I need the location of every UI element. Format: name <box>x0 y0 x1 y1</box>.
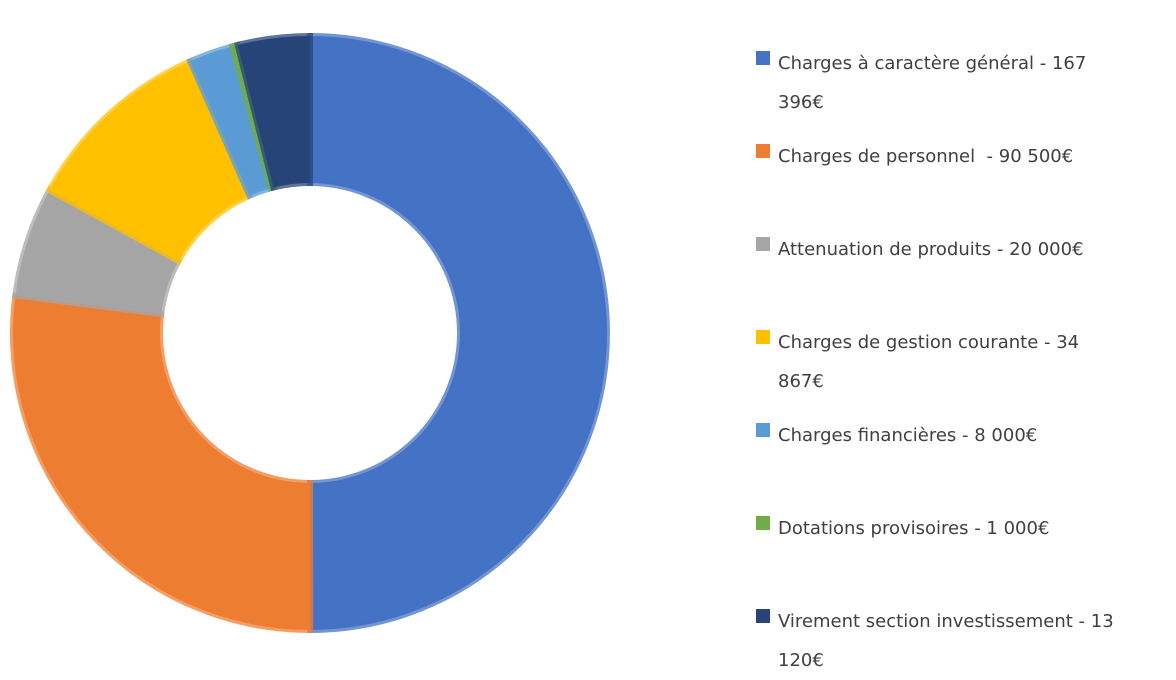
legend: Charges à caractère général - 167 396€ Ch… <box>756 44 1176 680</box>
legend-label: Charges de gestion courante - 34 867€ <box>778 332 1085 392</box>
legend-label: Charges financières - 8 000€ <box>778 425 1038 446</box>
legend-label: Dotations provisoires - 1 000€ <box>778 518 1050 539</box>
legend-swatch <box>756 237 770 251</box>
legend-swatch <box>756 609 770 623</box>
donut <box>10 32 611 634</box>
donut-slice <box>233 32 313 192</box>
legend-label: Charges à caractère général - 167 396€ <box>778 53 1093 113</box>
legend-item: Charges à caractère général - 167 396€ <box>756 44 1176 137</box>
legend-swatch <box>756 144 770 158</box>
donut-slice <box>307 32 611 634</box>
legend-label: Virement section investissement - 13 120… <box>778 611 1120 671</box>
legend-label: Charges de personnel - 90 500€ <box>778 146 1074 167</box>
legend-label: Attenuation de produits - 20 000€ <box>778 239 1084 260</box>
donut-slice <box>10 292 314 634</box>
legend-item: Charges de personnel - 90 500€ <box>756 137 1176 230</box>
legend-item: Charges financières - 8 000€ <box>756 416 1176 509</box>
legend-item: Charges de gestion courante - 34 867€ <box>756 323 1176 416</box>
legend-swatch <box>756 330 770 344</box>
legend-swatch <box>756 423 770 437</box>
legend-item: Virement section investissement - 13 120… <box>756 602 1176 680</box>
legend-swatch <box>756 51 770 65</box>
legend-item: Dotations provisoires - 1 000€ <box>756 509 1176 602</box>
legend-item: Attenuation de produits - 20 000€ <box>756 230 1176 323</box>
legend-swatch <box>756 516 770 530</box>
